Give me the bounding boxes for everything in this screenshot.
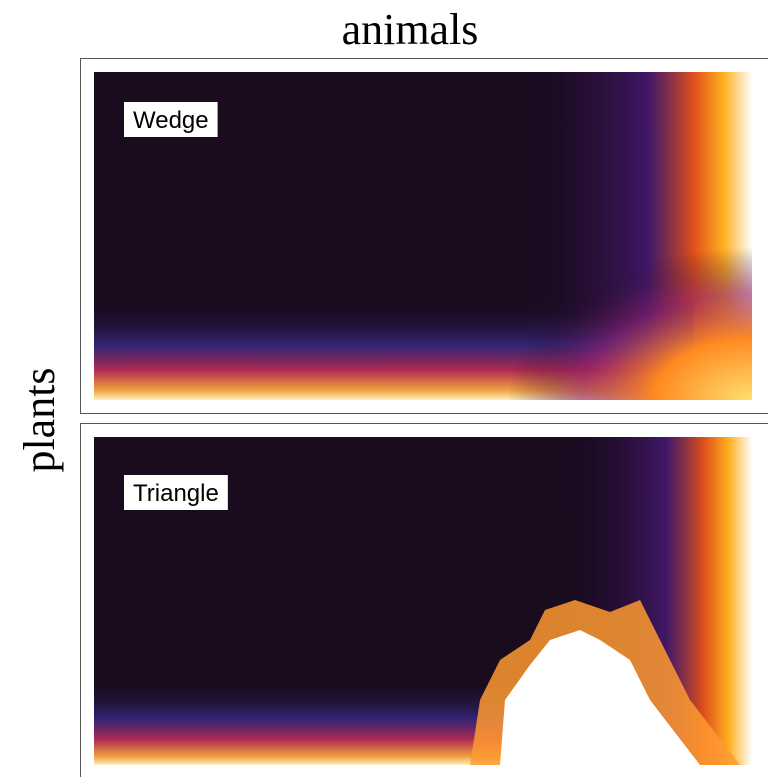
heatmap-region <box>500 630 700 765</box>
panel-label: Wedge <box>133 107 209 134</box>
panel-label: Triangle <box>133 480 219 507</box>
y-axis-label: plants <box>15 367 64 472</box>
heatmap-region <box>94 680 514 765</box>
panel-label-box <box>124 475 228 510</box>
x-axis-label: animals <box>342 5 479 54</box>
panel-frame <box>80 58 768 414</box>
heatmap-region <box>480 230 752 400</box>
panel-frame <box>80 423 768 777</box>
panel-label-box <box>124 102 218 137</box>
